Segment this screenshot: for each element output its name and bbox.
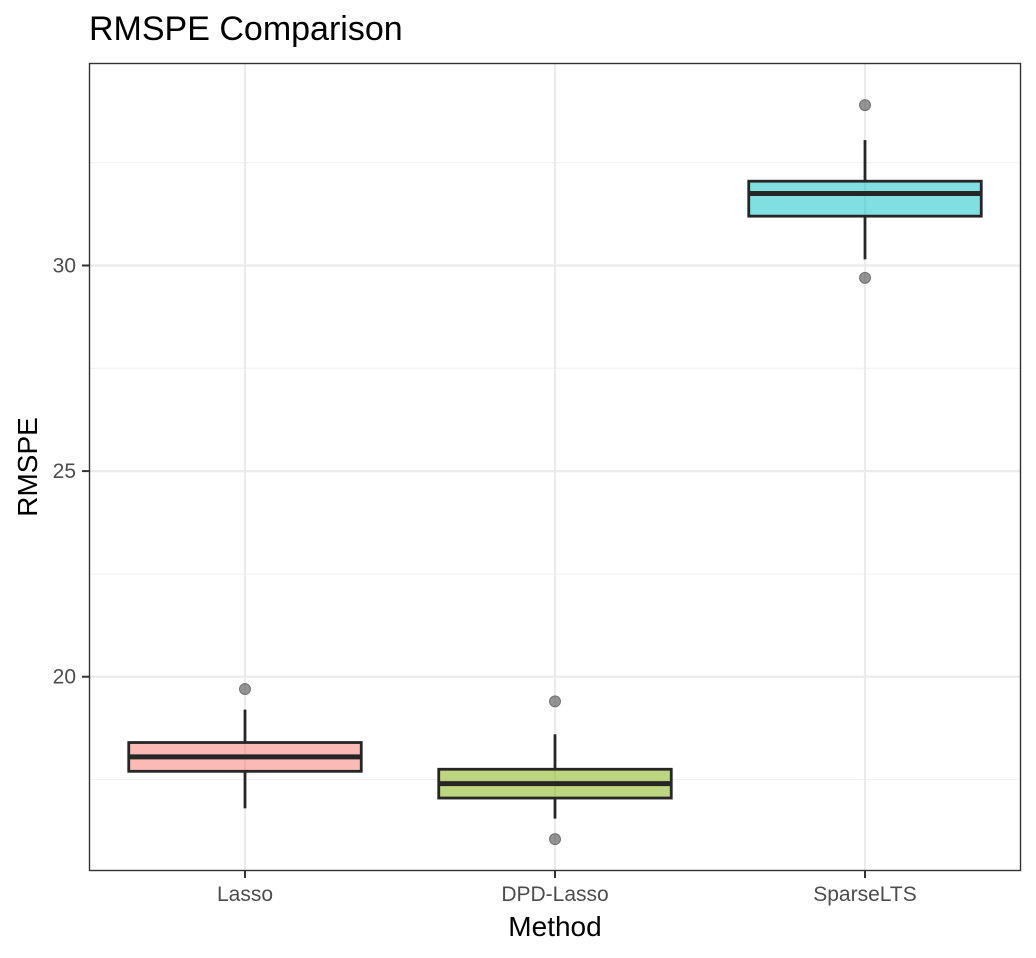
x-tick-label: DPD-Lasso — [501, 883, 608, 906]
x-tick-label: SparseLTS — [813, 883, 917, 906]
y-tick-label: 20 — [53, 666, 76, 689]
y-tick-label: 25 — [53, 460, 76, 483]
box-group-sparselts — [747, 99, 983, 284]
outlier-point — [859, 99, 871, 112]
box-iqr — [747, 179, 983, 218]
outlier-point — [859, 271, 871, 284]
y-axis-title: RMSPE — [12, 417, 43, 517]
outlier-point — [549, 833, 561, 846]
outlier-point — [549, 695, 561, 708]
x-tick-label: Lasso — [217, 883, 273, 906]
box-layer — [127, 99, 983, 846]
x-axis-title: Method — [508, 911, 601, 942]
chart-title: RMSPE Comparison — [89, 10, 403, 48]
outlier-point — [239, 683, 251, 696]
y-tick-label: 30 — [53, 255, 76, 278]
y-axis: 20 25 30 — [53, 255, 90, 689]
box-group-dpd-lasso — [437, 695, 673, 846]
x-axis: Lasso DPD-Lasso SparseLTS — [217, 870, 917, 906]
box-group-lasso — [127, 683, 363, 809]
